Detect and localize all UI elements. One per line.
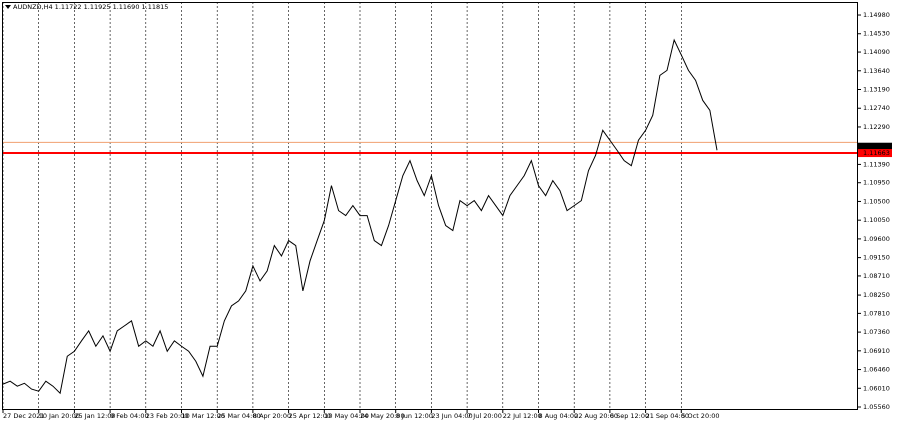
x-tick-label: 21 Sep 04:00: [646, 412, 689, 420]
x-tick-label: 10 Jan 20:00: [39, 412, 80, 420]
y-tick-label: 1.11390: [863, 160, 890, 168]
x-tick-label: 22 Aug 20:00: [574, 412, 618, 420]
y-tick-label: 1.07810: [863, 309, 890, 317]
x-tick-label: 5 Oct 20:00: [681, 412, 719, 420]
x-tick-label: 24 May 20:00: [360, 412, 405, 420]
y-tick-label: 1.08250: [863, 291, 890, 299]
x-tick-label: 8 Aug 04:00: [539, 412, 579, 420]
x-tick-label: 23 Feb 20:00: [146, 412, 189, 420]
x-tick-label: 23 Jun 04:00: [431, 412, 472, 420]
y-tick-label: 1.14090: [863, 48, 890, 56]
chart-title: AUDNZD,H4 1.11722 1.11925 1.11690 1.1181…: [13, 3, 168, 11]
plot-frame: [2, 2, 858, 410]
x-tick-label: 25 Apr 12:00: [289, 412, 331, 420]
y-tick-label: 1.10050: [863, 216, 890, 224]
menu-icon: [5, 5, 11, 9]
y-tick-label: 1.12290: [863, 123, 890, 131]
x-tick-label: 6 Sep 12:00: [610, 412, 649, 420]
y-tick-label: 1.08710: [863, 272, 890, 280]
price-label-box: [858, 142, 892, 151]
x-tick-label: 10 May 04:00: [324, 412, 369, 420]
y-tick-label: 1.06910: [863, 347, 890, 355]
y-tick-label: 1.14980: [863, 11, 890, 19]
y-tick-label: 1.09600: [863, 235, 890, 243]
x-tick-label: 8 Jun 12:00: [396, 412, 433, 420]
y-tick-label: 1.05560: [863, 403, 890, 411]
y-tick-label: 1.14530: [863, 30, 890, 38]
y-tick-label: 1.12740: [863, 104, 890, 112]
y-tick-label: 1.06010: [863, 384, 890, 392]
x-tick-label: 25 Jan 12:00: [74, 412, 115, 420]
x-tick-label: 27 Dec 2021: [3, 412, 45, 420]
x-tick-label: 25 Mar 04:00: [217, 412, 260, 420]
y-tick-label: 1.09150: [863, 254, 890, 262]
price-label-box: [858, 149, 892, 158]
x-tick-label: 10 Mar 12:00: [182, 412, 225, 420]
price-label: 1.11663: [863, 149, 890, 157]
x-tick-label: 8 Apr 20:00: [253, 412, 291, 420]
y-tick-label: 1.07360: [863, 328, 890, 336]
y-tick-label: 1.10500: [863, 197, 890, 205]
y-tick-label: 1.13640: [863, 67, 890, 75]
y-tick-label: 1.10950: [863, 179, 890, 187]
y-tick-label: 1.06460: [863, 366, 890, 374]
price-label: 1.11815: [863, 143, 890, 151]
x-tick-label: 22 Jul 12:00: [503, 412, 542, 420]
price-line: [2, 38, 718, 395]
x-tick-label: 9 Feb 04:00: [110, 412, 149, 420]
y-tick-label: 1.13190: [863, 86, 890, 94]
x-tick-label: 7 Jul 20:00: [467, 412, 502, 420]
